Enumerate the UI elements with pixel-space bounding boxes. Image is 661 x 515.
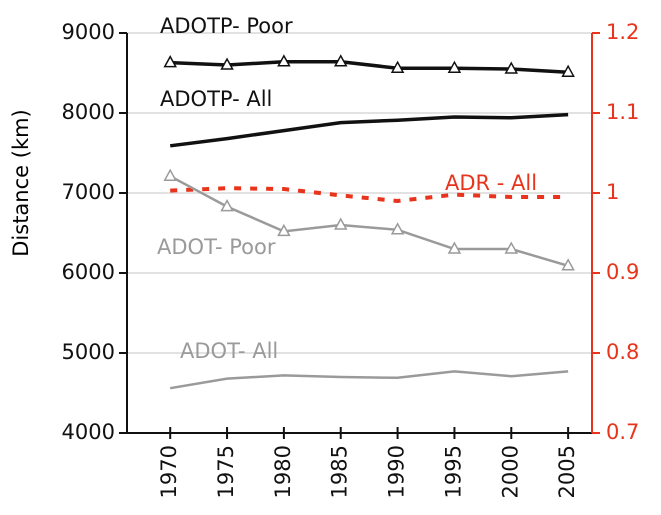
series-line [169,112,569,148]
x-tick-label: 2000 [498,445,522,498]
point-marker [220,199,234,212]
x-tick-label: 1975 [214,445,238,498]
point-marker [333,54,348,67]
y-tick-label: 9000 [62,20,115,44]
point-marker [447,60,462,73]
point-marker [561,64,575,77]
y-tick-label: 4000 [62,420,115,444]
x-tick-label: 1990 [385,445,409,498]
series-label: ADOT- All [180,339,278,363]
series-label: ADOTP- All [160,87,272,111]
y-tick-label: 8000 [62,100,115,124]
series-line [170,60,569,74]
series-label: ADOTP- Poor [160,14,293,38]
y2-tick-label: 0.9 [606,260,639,284]
y2-tick-label: 1.2 [606,20,639,44]
point-marker [447,241,462,254]
y2-tick-label: 1.1 [606,100,639,124]
x-tick-label: 2005 [555,445,579,498]
x-tick-label: 1995 [441,445,465,498]
series-label: ADR - All [445,171,537,195]
point-marker [277,223,291,237]
y2-tick-label: 0.8 [606,340,639,364]
point-marker [333,217,348,230]
y2-tick-label: 0.7 [606,420,639,444]
point-marker [163,55,177,68]
point-marker [504,61,519,74]
point-marker [561,258,575,271]
x-tick-label: 1985 [328,445,352,498]
series-line [170,186,569,204]
y2-tick-label: 1 [606,180,619,204]
series-line [169,175,569,267]
point-marker [390,222,405,235]
point-marker [390,60,405,73]
series-line [169,370,569,390]
y-tick-label: 5000 [62,340,115,364]
point-marker [277,54,291,67]
point-marker [220,57,234,70]
y-tick-label: 7000 [62,180,115,204]
point-marker [504,241,519,254]
series-label: ADOT- Poor [157,235,276,259]
y-tick-label: 6000 [62,260,115,284]
y-axis-label: Distance (km) [9,109,33,257]
x-tick-label: 1980 [271,445,295,498]
x-tick-label: 1970 [157,445,181,498]
point-marker [163,168,177,181]
